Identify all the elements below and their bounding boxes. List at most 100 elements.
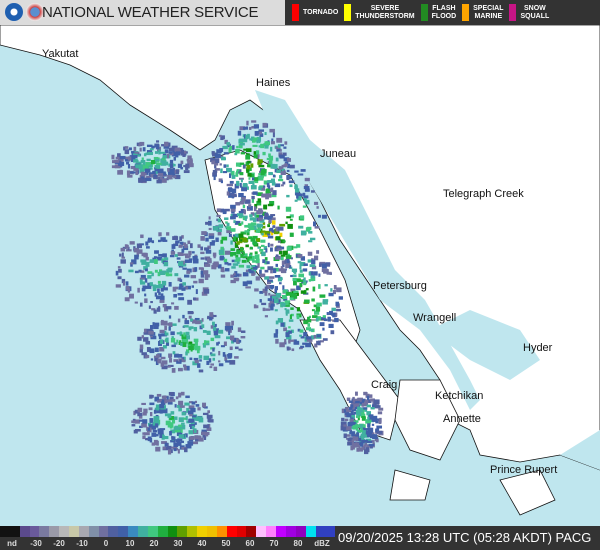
city-label: Juneau xyxy=(320,148,357,160)
radar-echo xyxy=(290,288,296,292)
radar-echo xyxy=(276,137,283,143)
radar-echo xyxy=(218,360,221,363)
radar-echo xyxy=(284,300,291,303)
radar-echo xyxy=(133,247,139,253)
radar-echo xyxy=(218,329,224,334)
radar-echo xyxy=(366,411,372,416)
radar-echo xyxy=(203,355,210,361)
radar-echo xyxy=(309,271,314,276)
radar-echo xyxy=(264,290,268,296)
radar-echo xyxy=(141,422,147,428)
radar-echo xyxy=(159,408,163,414)
radar-echo xyxy=(153,325,159,330)
radar-echo xyxy=(168,391,174,396)
scale-swatch xyxy=(0,526,10,537)
radar-echo xyxy=(366,444,371,448)
radar-echo xyxy=(111,154,115,160)
radar-echo xyxy=(161,157,166,161)
radar-echo xyxy=(178,392,182,398)
radar-echo xyxy=(205,343,210,346)
radar-echo xyxy=(308,271,311,276)
radar-echo xyxy=(118,161,125,166)
radar-echo xyxy=(349,429,352,433)
city-label: Craig xyxy=(371,379,398,391)
radar-echo xyxy=(265,141,269,144)
radar-echo xyxy=(192,415,197,418)
radar-echo xyxy=(272,225,276,228)
radar-echo xyxy=(313,201,319,205)
radar-echo xyxy=(245,154,251,160)
radar-echo xyxy=(143,331,150,335)
radar-echo xyxy=(159,428,166,431)
radar-echo xyxy=(257,175,264,181)
radar-echo xyxy=(358,447,363,452)
scale-tick: nd xyxy=(7,539,17,548)
radar-echo xyxy=(361,445,365,450)
radar-echo xyxy=(302,268,308,272)
radar-echo xyxy=(143,337,149,342)
radar-echo xyxy=(226,226,232,231)
radar-echo xyxy=(139,168,145,173)
radar-echo xyxy=(143,328,147,333)
radar-echo xyxy=(181,357,185,360)
scale-tick: 50 xyxy=(221,539,231,548)
radar-echo xyxy=(352,399,358,403)
radar-echo xyxy=(172,351,176,355)
radar-echo xyxy=(270,232,274,236)
radar-echo xyxy=(258,173,262,176)
radar-echo xyxy=(242,272,249,277)
radar-echo xyxy=(262,259,266,264)
radar-echo xyxy=(351,432,355,437)
radar-echo xyxy=(167,174,173,180)
radar-echo xyxy=(150,159,156,165)
radar-echo xyxy=(166,269,172,273)
radar-echo xyxy=(264,276,270,280)
radar-echo xyxy=(242,183,248,188)
radar-echo xyxy=(362,427,365,430)
radar-echo xyxy=(348,407,353,410)
radar-echo xyxy=(230,170,235,176)
radar-echo xyxy=(296,307,301,312)
radar-echo xyxy=(267,215,274,220)
radar-echo xyxy=(240,179,243,183)
radar-echo xyxy=(125,281,129,286)
radar-echo xyxy=(156,393,162,397)
radar-echo xyxy=(174,273,179,277)
radar-echo xyxy=(279,223,286,227)
radar-echo xyxy=(155,404,161,410)
radar-echo xyxy=(137,336,142,341)
radar-echo xyxy=(262,222,266,225)
radar-echo xyxy=(168,315,172,319)
radar-echo xyxy=(140,171,147,176)
radar-echo xyxy=(315,306,321,312)
radar-map[interactable] xyxy=(0,25,600,526)
radar-echo xyxy=(224,208,230,212)
radar-echo xyxy=(314,310,320,315)
warning-tornado: TORNADO xyxy=(292,4,338,21)
radar-echo xyxy=(278,277,283,281)
radar-echo xyxy=(261,302,267,306)
radar-echo xyxy=(253,124,260,129)
radar-echo xyxy=(155,360,159,366)
radar-echo xyxy=(280,171,286,175)
radar-echo xyxy=(182,267,187,270)
radar-echo xyxy=(269,227,274,231)
radar-echo xyxy=(125,249,132,252)
radar-echo xyxy=(235,257,241,262)
radar-echo xyxy=(331,307,336,312)
radar-echo xyxy=(264,230,271,235)
radar-echo xyxy=(138,414,143,419)
radar-echo xyxy=(265,188,270,194)
radar-echo xyxy=(234,243,239,248)
radar-echo xyxy=(154,168,161,172)
radar-echo xyxy=(365,419,371,424)
radar-echo xyxy=(231,339,234,344)
radar-echo xyxy=(240,237,245,241)
radar-echo xyxy=(223,341,227,346)
radar-echo xyxy=(340,421,347,426)
radar-echo xyxy=(159,176,163,180)
radar-echo xyxy=(162,285,166,290)
radar-echo xyxy=(237,130,242,136)
radar-echo xyxy=(155,446,161,452)
radar-echo xyxy=(261,225,266,229)
